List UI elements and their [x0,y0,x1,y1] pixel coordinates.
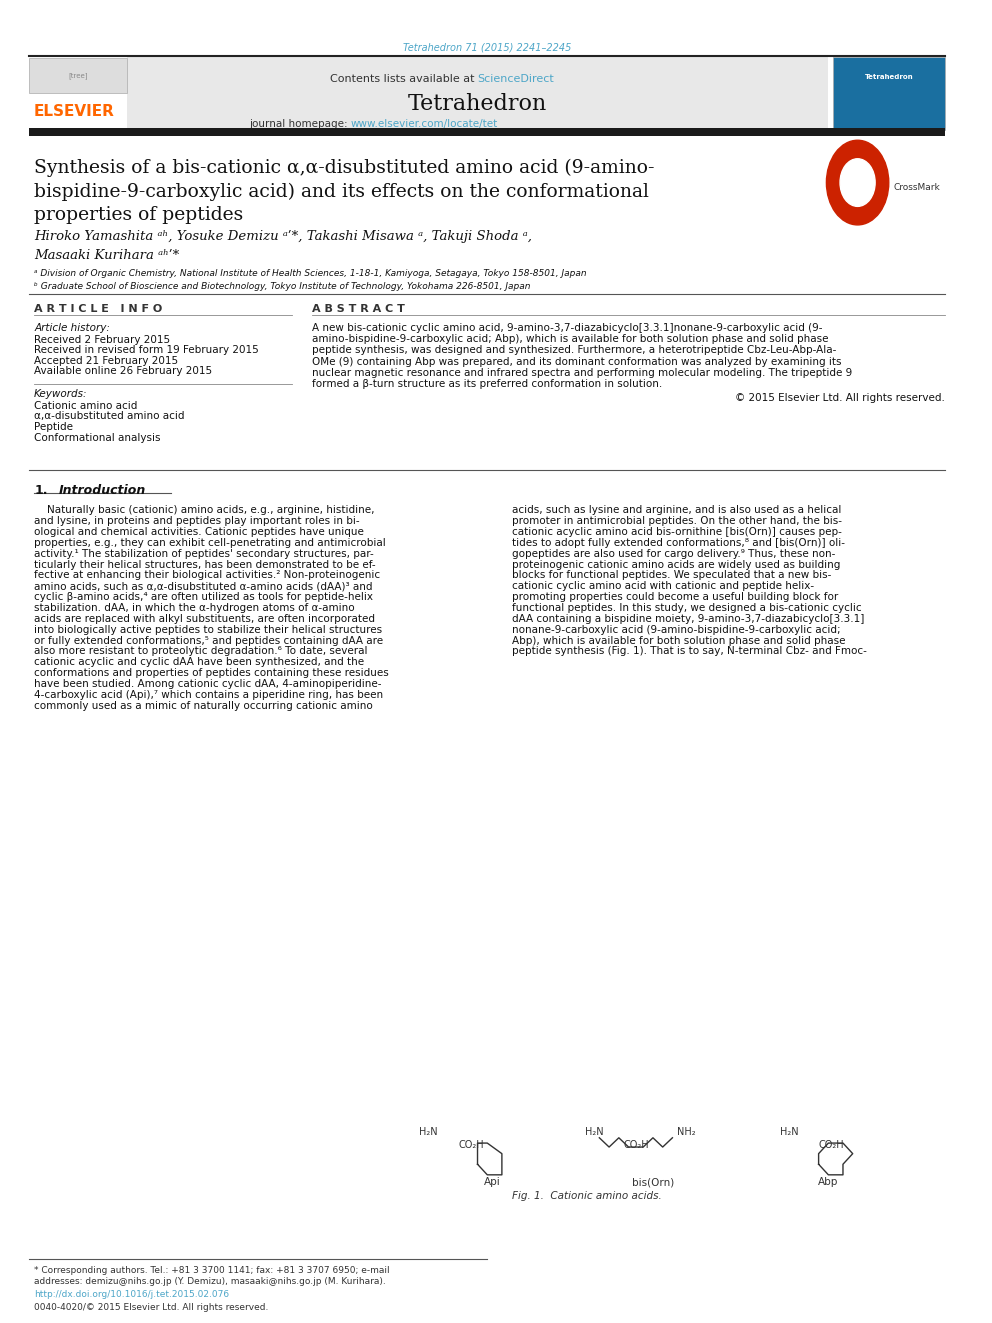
Text: H₂N: H₂N [780,1127,799,1138]
Text: peptide synthesis (Fig. 1). That is to say, N-terminal Cbz- and Fmoc-: peptide synthesis (Fig. 1). That is to s… [512,647,866,656]
Text: ᵃ Division of Organic Chemistry, National Institute of Health Sciences, 1-18-1, : ᵃ Division of Organic Chemistry, Nationa… [34,269,586,278]
Text: OMe (9) containing Abp was prepared, and its dominant conformation was analyzed : OMe (9) containing Abp was prepared, and… [311,356,841,366]
Text: ELSEVIER: ELSEVIER [34,103,115,119]
Text: journal homepage:: journal homepage: [249,119,351,130]
Text: cationic acyclic and cyclic dAA have been synthesized, and the: cationic acyclic and cyclic dAA have bee… [34,658,364,667]
Text: promoter in antimicrobial peptides. On the other hand, the bis-: promoter in antimicrobial peptides. On t… [512,516,841,527]
Text: * Corresponding authors. Tel.: +81 3 3700 1141; fax: +81 3 3707 6950; e-mail: * Corresponding authors. Tel.: +81 3 370… [34,1266,390,1275]
Text: Api: Api [484,1177,501,1188]
Text: © 2015 Elsevier Ltd. All rights reserved.: © 2015 Elsevier Ltd. All rights reserved… [735,393,945,404]
Text: blocks for functional peptides. We speculated that a new bis-: blocks for functional peptides. We specu… [512,570,831,581]
Text: amino acids, such as α,α-disubstituted α-amino acids (dAA)³ and: amino acids, such as α,α-disubstituted α… [34,581,373,591]
Text: Contents lists available at: Contents lists available at [329,74,477,85]
Text: Abp: Abp [818,1177,838,1188]
Text: www.elsevier.com/locate/tet: www.elsevier.com/locate/tet [351,119,498,130]
Text: Synthesis of a bis-cationic α,α-disubstituted amino acid (9-amino-: Synthesis of a bis-cationic α,α-disubsti… [34,159,655,177]
Text: Hiroko Yamashita ᵃʰ, Yosuke Demizu ᵃʹ*, Takashi Misawa ᵃ, Takuji Shoda ᵃ,: Hiroko Yamashita ᵃʰ, Yosuke Demizu ᵃʹ*, … [34,230,532,243]
Circle shape [840,159,875,206]
Text: formed a β-turn structure as its preferred conformation in solution.: formed a β-turn structure as its preferr… [311,378,662,389]
Text: http://dx.doi.org/10.1016/j.tet.2015.02.076: http://dx.doi.org/10.1016/j.tet.2015.02.… [34,1290,229,1299]
Text: CO₂H: CO₂H [818,1140,844,1151]
Text: α,α-disubstituted amino acid: α,α-disubstituted amino acid [34,411,185,422]
Text: Received in revised form 19 February 2015: Received in revised form 19 February 201… [34,345,259,356]
Text: A B S T R A C T: A B S T R A C T [311,304,405,315]
Text: properties, e.g., they can exhibit cell-penetrating and antimicrobial: properties, e.g., they can exhibit cell-… [34,538,386,548]
Text: tides to adopt fully extended conformations,⁸ and [bis(Orn)] oli-: tides to adopt fully extended conformati… [512,538,844,548]
Text: CO₂H: CO₂H [624,1140,650,1151]
Text: fective at enhancing their biological activities.² Non-proteinogenic: fective at enhancing their biological ac… [34,570,380,581]
Text: H₂N: H₂N [584,1127,603,1138]
Text: properties of peptides: properties of peptides [34,206,243,225]
Text: A R T I C L E   I N F O: A R T I C L E I N F O [34,304,163,315]
FancyBboxPatch shape [833,57,945,130]
Text: into biologically active peptides to stabilize their helical structures: into biologically active peptides to sta… [34,624,382,635]
Text: CO₂H: CO₂H [458,1140,484,1151]
FancyBboxPatch shape [29,128,945,136]
FancyBboxPatch shape [29,58,127,93]
Text: H₂N: H₂N [419,1127,437,1138]
Text: Received 2 February 2015: Received 2 February 2015 [34,335,171,345]
Text: also more resistant to proteolytic degradation.⁶ To date, several: also more resistant to proteolytic degra… [34,647,368,656]
Text: peptide synthesis, was designed and synthesized. Furthermore, a heterotripeptide: peptide synthesis, was designed and synt… [311,345,836,356]
Text: Peptide: Peptide [34,422,73,433]
Text: promoting properties could become a useful building block for: promoting properties could become a usef… [512,593,838,602]
Text: cyclic β-amino acids,⁴ are often utilized as tools for peptide-helix: cyclic β-amino acids,⁴ are often utilize… [34,593,373,602]
Text: cationic cyclic amino acid with cationic and peptide helix-: cationic cyclic amino acid with cationic… [512,581,813,591]
Text: 1.: 1. [34,484,48,497]
Text: conformations and properties of peptides containing these residues: conformations and properties of peptides… [34,668,389,679]
Text: acids, such as lysine and arginine, and is also used as a helical: acids, such as lysine and arginine, and … [512,505,841,516]
Text: have been studied. Among cationic cyclic dAA, 4-aminopiperidine-: have been studied. Among cationic cyclic… [34,679,382,689]
Text: Accepted 21 February 2015: Accepted 21 February 2015 [34,356,179,366]
Text: cationic acyclic amino acid bis-ornithine [bis(Orn)] causes pep-: cationic acyclic amino acid bis-ornithin… [512,527,841,537]
Text: activity.¹ The stabilization of peptides' secondary structures, par-: activity.¹ The stabilization of peptides… [34,549,374,558]
Text: Introduction: Introduction [59,484,146,497]
Text: ological and chemical activities. Cationic peptides have unique: ological and chemical activities. Cation… [34,527,364,537]
Text: 0040-4020/© 2015 Elsevier Ltd. All rights reserved.: 0040-4020/© 2015 Elsevier Ltd. All right… [34,1303,269,1312]
Text: Abp), which is available for both solution phase and solid phase: Abp), which is available for both soluti… [512,635,845,646]
Text: Available online 26 February 2015: Available online 26 February 2015 [34,366,212,377]
Text: Tetrahedron: Tetrahedron [408,93,548,115]
Text: functional peptides. In this study, we designed a bis-cationic cyclic: functional peptides. In this study, we d… [512,603,861,613]
Text: CrossMark: CrossMark [894,184,940,192]
Text: Article history:: Article history: [34,323,110,333]
Text: NH₂: NH₂ [678,1127,696,1138]
Text: proteinogenic cationic amino acids are widely used as building: proteinogenic cationic amino acids are w… [512,560,840,570]
Text: gopeptides are also used for cargo delivery.⁹ Thus, these non-: gopeptides are also used for cargo deliv… [512,549,835,558]
Text: amino-bispidine-9-carboxylic acid; Abp), which is available for both solution ph: amino-bispidine-9-carboxylic acid; Abp),… [311,333,828,344]
FancyBboxPatch shape [127,57,828,130]
Text: ᵇ Graduate School of Bioscience and Biotechnology, Tokyo Institute of Technology: ᵇ Graduate School of Bioscience and Biot… [34,282,531,291]
Text: Tetrahedron 71 (2015) 2241–2245: Tetrahedron 71 (2015) 2241–2245 [403,42,571,53]
Circle shape [826,140,889,225]
Text: Cationic amino acid: Cationic amino acid [34,401,138,411]
Text: ticularly their helical structures, has been demonstrated to be ef-: ticularly their helical structures, has … [34,560,376,570]
Text: Masaaki Kurihara ᵃʰʹ*: Masaaki Kurihara ᵃʰʹ* [34,249,180,262]
Text: bis(Orn): bis(Orn) [632,1177,674,1188]
Text: Naturally basic (cationic) amino acids, e.g., arginine, histidine,: Naturally basic (cationic) amino acids, … [34,505,375,516]
Text: dAA containing a bispidine moiety, 9-amino-3,7-diazabicyclo[3.3.1]: dAA containing a bispidine moiety, 9-ami… [512,614,864,624]
Text: 4-carboxylic acid (Api),⁷ which contains a piperidine ring, has been: 4-carboxylic acid (Api),⁷ which contains… [34,689,383,700]
Text: nonane-9-carboxylic acid (9-amino-bispidine-9-carboxylic acid;: nonane-9-carboxylic acid (9-amino-bispid… [512,624,840,635]
Text: Keywords:: Keywords: [34,389,87,400]
Text: nuclear magnetic resonance and infrared spectra and performing molecular modelin: nuclear magnetic resonance and infrared … [311,368,852,378]
Text: bispidine-9-carboxylic acid) and its effects on the conformational: bispidine-9-carboxylic acid) and its eff… [34,183,649,201]
Text: and lysine, in proteins and peptides play important roles in bi-: and lysine, in proteins and peptides pla… [34,516,360,527]
Text: Fig. 1.  Cationic amino acids.: Fig. 1. Cationic amino acids. [512,1191,662,1201]
Text: stabilization. dAA, in which the α-hydrogen atoms of α-amino: stabilization. dAA, in which the α-hydro… [34,603,355,613]
Text: Tetrahedron: Tetrahedron [864,74,913,81]
Text: acids are replaced with alkyl substituents, are often incorporated: acids are replaced with alkyl substituen… [34,614,375,624]
Text: or fully extended conformations,⁵ and peptides containing dAA are: or fully extended conformations,⁵ and pe… [34,635,383,646]
Text: [tree]: [tree] [68,71,87,79]
Text: A new bis-cationic cyclic amino acid, 9-amino-3,7-diazabicyclo[3.3.1]nonane-9-ca: A new bis-cationic cyclic amino acid, 9-… [311,323,822,333]
Text: addresses: demizu@nihs.go.jp (Y. Demizu), masaaki@nihs.go.jp (M. Kurihara).: addresses: demizu@nihs.go.jp (Y. Demizu)… [34,1277,386,1286]
Text: ScienceDirect: ScienceDirect [477,74,555,85]
Text: Conformational analysis: Conformational analysis [34,433,161,443]
Text: commonly used as a mimic of naturally occurring cationic amino: commonly used as a mimic of naturally oc… [34,701,373,710]
